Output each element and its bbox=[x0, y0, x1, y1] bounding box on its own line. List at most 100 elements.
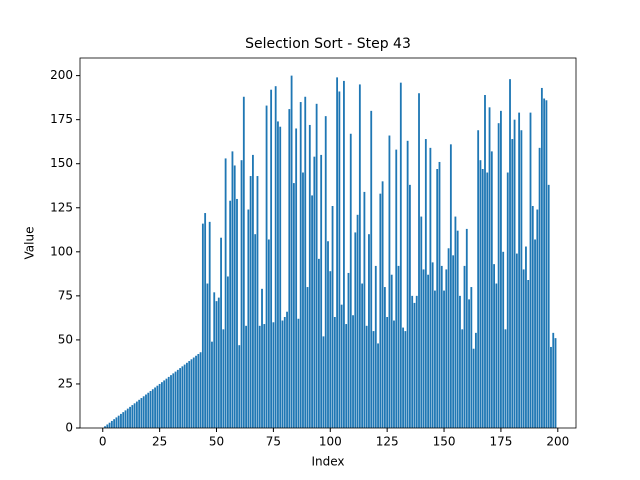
bar bbox=[158, 383, 161, 428]
bar bbox=[192, 357, 195, 428]
bar bbox=[436, 169, 439, 428]
bar bbox=[160, 382, 163, 428]
bar bbox=[245, 325, 248, 428]
bar bbox=[306, 287, 309, 428]
bar bbox=[147, 392, 150, 428]
y-tick-label: 175 bbox=[50, 112, 73, 126]
bar bbox=[479, 160, 482, 428]
bar bbox=[238, 345, 241, 428]
bar bbox=[181, 366, 184, 428]
bar bbox=[104, 426, 106, 428]
x-tick-label: 25 bbox=[152, 435, 167, 449]
bar bbox=[449, 144, 452, 429]
bar bbox=[422, 269, 425, 428]
bar bbox=[126, 408, 129, 428]
bar bbox=[395, 149, 398, 428]
bar bbox=[343, 80, 345, 429]
bar bbox=[256, 176, 259, 428]
bar bbox=[554, 338, 557, 428]
bar bbox=[497, 123, 500, 428]
bar bbox=[220, 237, 222, 428]
bar bbox=[315, 103, 318, 429]
chart-title: Selection Sort - Step 43 bbox=[245, 36, 411, 52]
bar bbox=[484, 95, 486, 428]
bar bbox=[274, 86, 277, 428]
bar bbox=[113, 419, 116, 428]
bar bbox=[388, 135, 391, 428]
bar bbox=[281, 320, 284, 428]
bar bbox=[540, 87, 543, 428]
bar bbox=[345, 324, 348, 428]
bar bbox=[322, 336, 325, 428]
bar bbox=[133, 403, 136, 428]
y-tick-label: 125 bbox=[50, 200, 73, 214]
bar bbox=[434, 290, 436, 428]
bar bbox=[424, 139, 427, 429]
bar bbox=[511, 139, 514, 429]
bar bbox=[411, 295, 414, 428]
bar bbox=[222, 329, 225, 428]
bar bbox=[520, 130, 523, 428]
bar bbox=[454, 216, 457, 428]
bar bbox=[393, 320, 395, 428]
bar bbox=[277, 121, 279, 428]
bar bbox=[531, 206, 534, 428]
bar bbox=[199, 352, 202, 428]
bar bbox=[506, 172, 509, 428]
bar bbox=[206, 283, 209, 428]
bar bbox=[347, 272, 350, 428]
bar bbox=[204, 213, 207, 428]
bar bbox=[538, 147, 541, 428]
x-tick-label: 50 bbox=[209, 435, 224, 449]
bar bbox=[165, 378, 168, 428]
bar bbox=[311, 195, 313, 428]
bar bbox=[211, 341, 213, 428]
bar bbox=[427, 274, 430, 428]
bar bbox=[399, 82, 402, 429]
bar bbox=[459, 295, 461, 428]
bar bbox=[536, 209, 539, 428]
bar bbox=[447, 248, 450, 428]
bar bbox=[481, 169, 484, 428]
bar bbox=[122, 412, 125, 428]
y-tick-label: 25 bbox=[58, 376, 73, 390]
bar bbox=[474, 332, 477, 428]
bar bbox=[252, 154, 254, 428]
bar bbox=[404, 331, 407, 428]
bar bbox=[313, 156, 316, 428]
bar bbox=[138, 399, 141, 428]
bar bbox=[190, 359, 193, 428]
bar bbox=[247, 209, 250, 428]
bar bbox=[420, 216, 423, 428]
bar bbox=[486, 172, 489, 428]
bar bbox=[415, 295, 418, 428]
bar bbox=[456, 230, 459, 428]
bar bbox=[297, 318, 300, 428]
bar bbox=[365, 325, 368, 428]
bar bbox=[108, 422, 111, 428]
bar bbox=[267, 239, 270, 428]
bar bbox=[340, 304, 343, 428]
bar bbox=[140, 398, 143, 428]
bar bbox=[356, 214, 359, 428]
bar bbox=[226, 276, 229, 428]
x-tick-label: 150 bbox=[433, 435, 456, 449]
y-tick-label: 200 bbox=[50, 68, 73, 82]
bar bbox=[368, 234, 370, 428]
bar bbox=[490, 151, 493, 428]
bar bbox=[329, 271, 332, 428]
bar bbox=[545, 100, 548, 429]
bar bbox=[338, 91, 341, 428]
bar bbox=[504, 329, 507, 428]
bar bbox=[195, 355, 197, 428]
bar bbox=[120, 413, 122, 428]
bar bbox=[265, 105, 268, 429]
x-tick-label: 100 bbox=[319, 435, 342, 449]
y-axis-label: Value bbox=[23, 227, 37, 260]
bar bbox=[129, 406, 131, 428]
bar bbox=[176, 369, 179, 428]
bar bbox=[224, 158, 227, 428]
bar bbox=[502, 251, 505, 428]
bar bbox=[320, 154, 323, 428]
bar bbox=[463, 265, 466, 428]
